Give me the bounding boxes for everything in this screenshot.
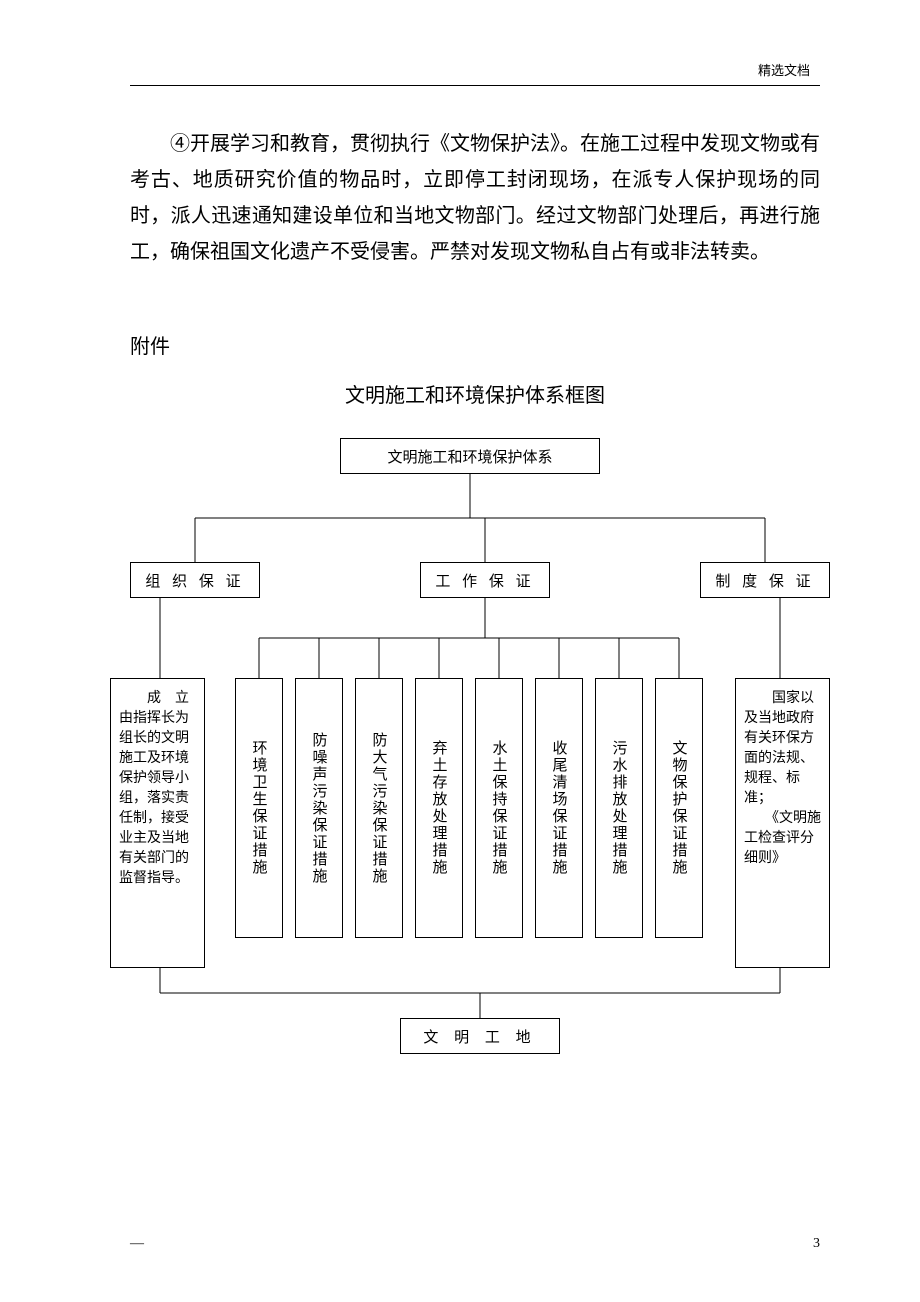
node-leaf-2: 防噪声污染保证措施: [295, 678, 343, 938]
node-mid-org: 组 织 保 证: [130, 562, 260, 598]
node-leaf-1: 环境卫生保证措施: [235, 678, 283, 938]
leaf-7-text: 污水排放处理措施: [609, 740, 630, 876]
leaf-right-text: 国家以及当地政府有关环保方面的法规、规程、标准； 《文明施工检查评分细则》: [744, 691, 821, 866]
node-leaf-left: 成 立由指挥长为组长的文明施工及环境保护领导小组，落实责任制，接受业主及当地有关…: [110, 678, 205, 968]
attachment-label: 附件: [130, 330, 820, 359]
node-mid-system: 制 度 保 证: [700, 562, 830, 598]
leaf-8-text: 文物保护保证措施: [669, 740, 690, 876]
diagram-title: 文明施工和环境保护体系框图: [130, 379, 820, 408]
page-footer: — 3: [130, 1236, 820, 1252]
node-leaf-right: 国家以及当地政府有关环保方面的法规、规程、标准； 《文明施工检查评分细则》: [735, 678, 830, 968]
node-leaf-5: 水土保持保证措施: [475, 678, 523, 938]
leaf-3-text: 防大气污染保证措施: [369, 732, 390, 885]
footer-page-number: 3: [813, 1236, 820, 1252]
node-leaf-6: 收尾清场保证措施: [535, 678, 583, 938]
leaf-6-text: 收尾清场保证措施: [549, 740, 570, 876]
header-label: 精选文档: [130, 60, 820, 86]
node-bottom: 文 明 工 地: [400, 1018, 560, 1054]
node-root: 文明施工和环境保护体系: [340, 438, 600, 474]
node-leaf-7: 污水排放处理措施: [595, 678, 643, 938]
node-leaf-4: 弃土存放处理措施: [415, 678, 463, 938]
node-leaf-8: 文物保护保证措施: [655, 678, 703, 938]
body-paragraph: ④开展学习和教育，贯彻执行《文物保护法》。在施工过程中发现文物或有考古、地质研究…: [130, 126, 820, 270]
leaf-2-text: 防噪声污染保证措施: [309, 732, 330, 885]
leaf-1-text: 环境卫生保证措施: [249, 740, 270, 876]
document-page: 精选文档 ④开展学习和教育，贯彻执行《文物保护法》。在施工过程中发现文物或有考古…: [0, 0, 920, 1302]
flowchart-diagram: 文明施工和环境保护体系 组 织 保 证 工 作 保 证 制 度 保 证 成 立由…: [100, 438, 860, 1078]
leaf-4-text: 弃土存放处理措施: [429, 740, 450, 876]
leaf-5-text: 水土保持保证措施: [489, 740, 510, 876]
node-leaf-3: 防大气污染保证措施: [355, 678, 403, 938]
leaf-left-text: 成 立由指挥长为组长的文明施工及环境保护领导小组，落实责任制，接受业主及当地有关…: [119, 691, 189, 886]
node-mid-work: 工 作 保 证: [420, 562, 550, 598]
footer-left: —: [130, 1236, 144, 1252]
